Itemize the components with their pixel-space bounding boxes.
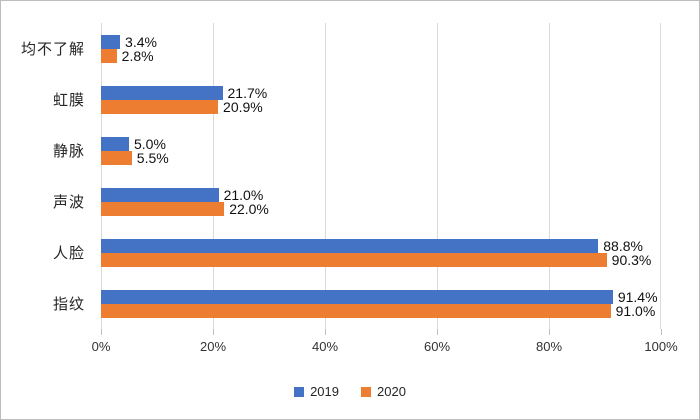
bar-2019 [101, 238, 599, 253]
category-label: 人脸 [52, 245, 85, 262]
category-label: 均不了解 [20, 41, 85, 58]
bar-2020 [101, 99, 219, 114]
bar-row: 21.7% 20.9% [101, 74, 661, 125]
bar-row: 91.4% 91.0% [101, 278, 661, 329]
category-label: 指纹 [52, 296, 85, 313]
gridline [660, 23, 661, 329]
x-tick-label: 100% [644, 339, 678, 354]
bar-line: 2.8% [101, 47, 661, 64]
data-label-2019: 88.8% [603, 237, 643, 254]
data-label-2019: 5.0% [134, 135, 166, 152]
x-tick-label: 40% [311, 339, 339, 354]
bar-line: 3.4% [101, 33, 661, 50]
gridline [549, 23, 550, 329]
bar-line: 20.9% [101, 98, 661, 115]
axis-tick [549, 329, 550, 335]
bar-2019 [101, 34, 121, 49]
legend-swatch-2019 [294, 386, 305, 397]
gridline [213, 23, 214, 329]
data-label-2020: 22.0% [229, 200, 269, 217]
axis-tick [213, 329, 214, 335]
bar-2019 [101, 187, 219, 202]
data-label-2020: 91.0% [615, 302, 656, 319]
data-label-2019: 21.0% [223, 186, 264, 203]
axis-tick [437, 329, 438, 335]
bar-line: 21.0% [101, 186, 661, 203]
plot-area: 3.4% 2.8% 21.7% 20.9% 5.0% 5.5% 21.0% 22.0% 88.8… [101, 23, 661, 329]
bar-line: 88.8% [101, 237, 661, 254]
category-axis: 均不了解虹膜静脉声波人脸指纹 [1, 23, 93, 329]
x-tick-label: 20% [199, 339, 227, 354]
data-label-2020: 20.9% [223, 98, 263, 115]
bar-line: 5.0% [101, 135, 661, 152]
data-label-2020: 90.3% [611, 251, 652, 268]
bar-2019 [101, 136, 129, 151]
axis-tick [101, 329, 102, 335]
legend-item-2019: 2019 [294, 384, 339, 399]
bar-row: 21.0% 22.0% [101, 176, 661, 227]
bar-line: 5.5% [101, 149, 661, 166]
bar-2019 [101, 289, 613, 304]
bar-row: 88.8% 90.3% [101, 227, 661, 278]
category-label: 声波 [52, 194, 85, 211]
data-label-2020: 5.5% [136, 149, 169, 166]
legend-swatch-2020 [361, 386, 371, 397]
data-label-2019: 3.4% [125, 33, 157, 50]
gridline [101, 23, 102, 329]
gridline [325, 23, 326, 329]
gridline [437, 23, 438, 329]
category-label: 虹膜 [52, 92, 85, 109]
bar-2020 [101, 201, 225, 216]
category-label: 静脉 [52, 143, 85, 160]
axis-tick [661, 329, 662, 335]
bar-line: 21.7% [101, 84, 661, 101]
bar-line: 91.4% [101, 288, 661, 305]
data-label-2020: 2.8% [121, 47, 154, 64]
legend-label: 2019 [310, 384, 339, 399]
legend: 2019 2020 [1, 384, 699, 399]
bar-2020 [101, 48, 117, 63]
bar-2019 [101, 85, 223, 100]
bar-line: 90.3% [101, 251, 661, 268]
bar-2020 [101, 303, 611, 318]
bar-2020 [101, 150, 132, 165]
x-tick-label: 80% [535, 339, 563, 354]
x-tick-label: 60% [423, 339, 451, 354]
x-tick-label: 0% [91, 339, 111, 354]
data-label-2019: 91.4% [617, 288, 658, 305]
bar-2020 [101, 252, 607, 267]
axis-tick [325, 329, 326, 335]
bar-row: 5.0% 5.5% [101, 125, 661, 176]
data-label-2019: 21.7% [227, 84, 268, 101]
legend-item-2020: 2020 [361, 384, 406, 399]
bar-row: 3.4% 2.8% [101, 23, 661, 74]
bar-line: 91.0% [101, 302, 661, 319]
legend-label: 2020 [377, 384, 406, 399]
bar-line: 22.0% [101, 200, 661, 217]
